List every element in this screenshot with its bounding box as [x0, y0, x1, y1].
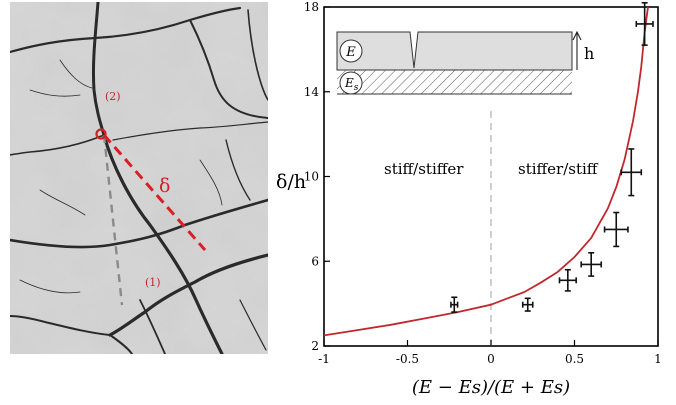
substrate-label-circle — [339, 71, 363, 95]
region-left-label: stiff/stiffer — [384, 160, 464, 178]
delta-label: δ — [159, 175, 170, 197]
thickness-arrow-icon — [572, 30, 582, 41]
inset-schematic: E Es h — [336, 30, 594, 95]
substrate-hatch — [337, 70, 572, 94]
data-point — [580, 251, 603, 277]
x-tick-label: -0.5 — [396, 352, 419, 366]
y-tick-label: 2 — [311, 339, 319, 353]
crack-2-label: (2) — [105, 90, 121, 103]
thickness-label: h — [584, 44, 594, 63]
data-point — [521, 297, 534, 312]
x-axis-label: (E − Es)/(E + Es) — [412, 377, 570, 398]
crack-tip-marker — [95, 128, 107, 140]
crack-photo — [10, 2, 268, 354]
y-axis-label: δ/h — [276, 171, 306, 193]
y-tick-label: 10 — [304, 170, 319, 184]
x-tick-label: 0.5 — [565, 352, 584, 366]
film-label: E — [345, 45, 356, 60]
film-label-circle — [339, 39, 363, 63]
y-tick-label: 6 — [311, 254, 319, 268]
x-tick-label: 1 — [654, 352, 662, 366]
data-point — [635, 1, 654, 46]
x-tick-label: -1 — [318, 352, 330, 366]
data-point — [558, 268, 577, 292]
region-right-label: stiffer/stiff — [518, 160, 599, 178]
x-tick-label: 0 — [487, 352, 495, 366]
theory-curve — [323, 6, 649, 337]
substrate-label: Es — [344, 76, 359, 93]
data-point — [450, 296, 459, 313]
data-point — [620, 148, 643, 197]
y-tick-label: 14 — [304, 85, 320, 99]
y-tick-label: 18 — [304, 0, 319, 14]
crack-1-label: (1) — [145, 276, 161, 289]
data-point — [603, 211, 629, 248]
